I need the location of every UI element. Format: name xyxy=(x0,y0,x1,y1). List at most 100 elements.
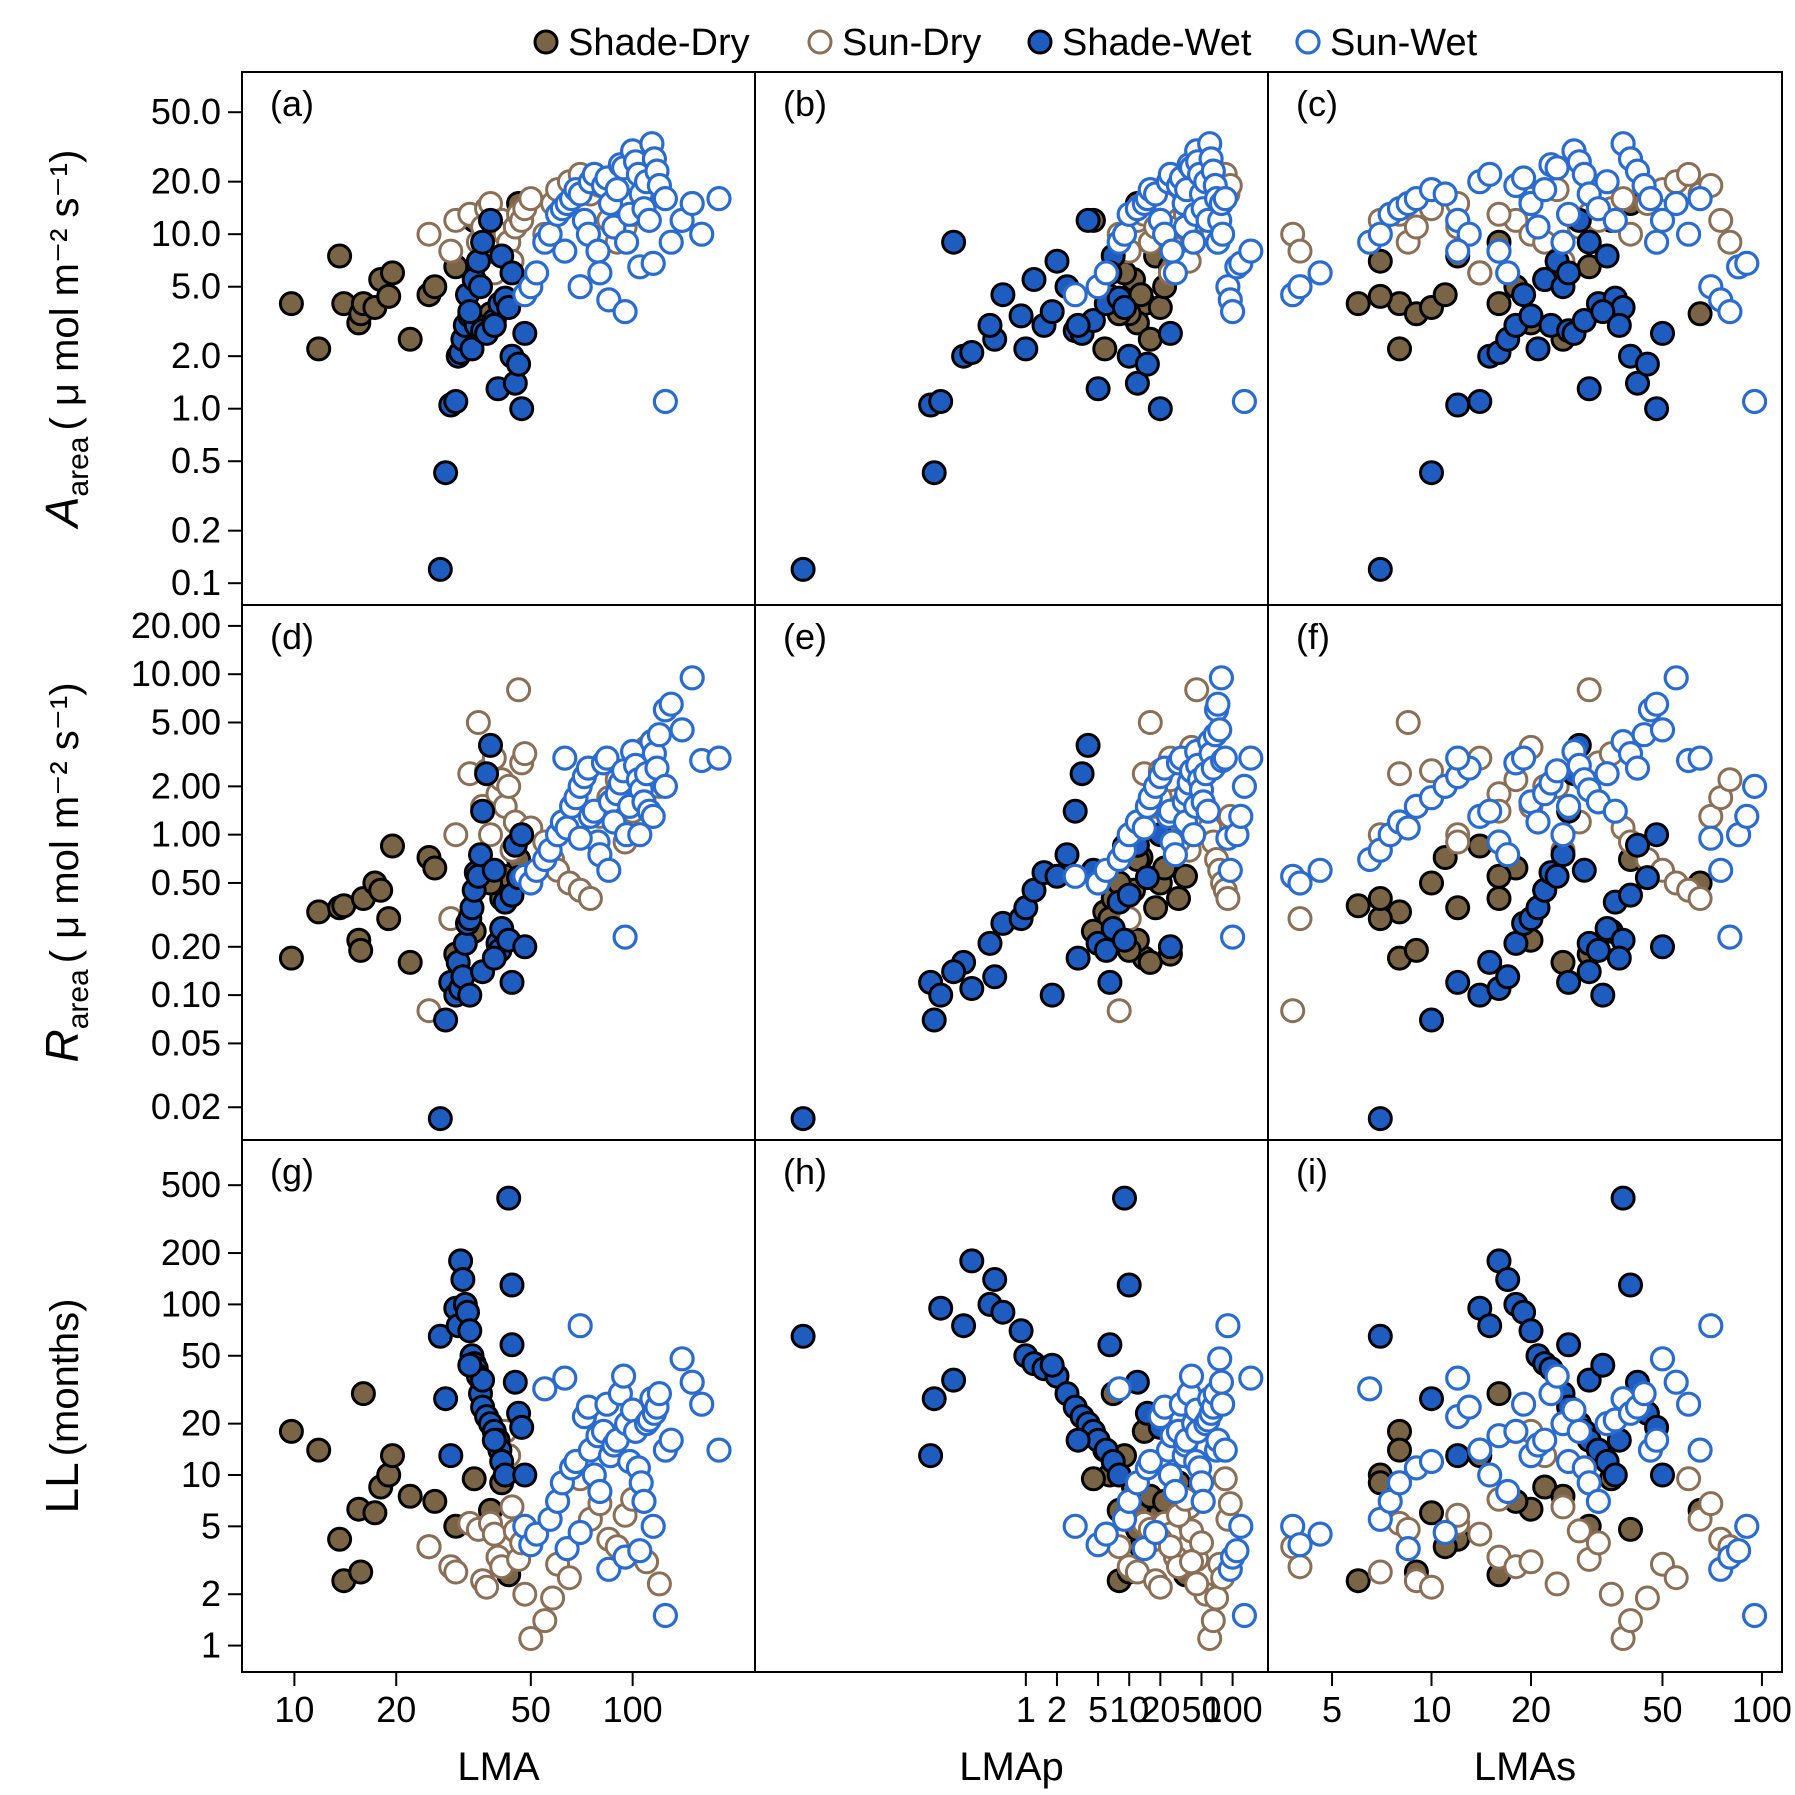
point-sun-wet xyxy=(658,229,684,255)
point-sun-wet xyxy=(1287,1532,1313,1558)
point-sun-wet xyxy=(1643,691,1670,717)
panel-label: (g) xyxy=(270,1151,314,1192)
legend-label: Shade-Wet xyxy=(1062,22,1252,64)
panel-points xyxy=(1280,1185,1768,1651)
x-axis-title: LMAp xyxy=(959,1745,1064,1789)
point-sun-wet xyxy=(1477,1462,1503,1488)
point-shade-dry xyxy=(1092,336,1118,362)
panel-label: (b) xyxy=(783,83,827,124)
point-sun-wet xyxy=(1217,857,1243,883)
point-shade-wet xyxy=(790,1323,816,1349)
point-sun-dry xyxy=(1486,201,1512,227)
y-axis-R: 0.02 0.05 0.10 0.20 0.50 1.00 2.00 5.00 10.00 20.… xyxy=(36,605,242,1127)
point-sun-dry xyxy=(1576,677,1602,703)
y-axis-title: Aarea ( μ mol m⁻² s⁻¹) xyxy=(36,150,95,531)
point-sun-dry xyxy=(1217,1491,1243,1517)
point-sun-wet xyxy=(1228,803,1254,830)
point-shade-dry xyxy=(1387,1437,1412,1463)
point-shade-wet xyxy=(1021,267,1047,292)
x-tick-label: 100 xyxy=(1732,1689,1792,1730)
point-sun-wet xyxy=(1212,186,1238,212)
point-shade-dry xyxy=(1345,1568,1371,1594)
panel-e: (e) xyxy=(754,604,1269,1141)
point-shade-wet xyxy=(438,1443,464,1469)
point-shade-wet xyxy=(509,822,535,848)
point-sun-dry xyxy=(474,1574,500,1600)
legend-item: Sun-Wet xyxy=(1295,22,1478,64)
point-sun-wet xyxy=(1594,761,1620,787)
panel-frame xyxy=(1267,71,1783,606)
point-sun-wet xyxy=(1477,798,1503,824)
point-sun-dry xyxy=(1287,906,1313,932)
point-shade-dry xyxy=(1486,886,1512,911)
point-shade-dry xyxy=(380,833,405,859)
panel-points xyxy=(278,665,732,1132)
point-shade-wet xyxy=(928,389,954,414)
point-shade-dry xyxy=(422,274,448,300)
point-shade-dry xyxy=(1618,1516,1643,1542)
point-sun-wet xyxy=(1062,1513,1088,1539)
y-tick-label: 50.0 xyxy=(151,91,221,132)
point-sun-wet xyxy=(1445,745,1471,771)
point-sun-dry xyxy=(646,1571,672,1597)
panel-label: (h) xyxy=(783,1151,827,1192)
point-shade-wet xyxy=(1477,949,1503,975)
point-sun-wet xyxy=(1734,1513,1760,1539)
panel-b: (b) xyxy=(754,71,1269,606)
legend-marker xyxy=(1027,29,1053,55)
point-shade-wet xyxy=(1065,945,1091,971)
y-tick-label: 10.0 xyxy=(151,213,221,254)
point-sun-wet xyxy=(679,190,705,217)
point-shade-dry xyxy=(1432,282,1458,308)
point-sun-wet xyxy=(1238,238,1264,264)
point-sun-wet xyxy=(1643,229,1670,255)
point-sun-wet xyxy=(669,717,695,743)
point-shade-dry xyxy=(327,1526,353,1552)
point-sun-wet xyxy=(1062,863,1088,889)
point-sun-dry xyxy=(1566,1518,1592,1544)
point-sun-wet xyxy=(567,1313,593,1339)
point-sun-dry xyxy=(1550,1494,1576,1520)
point-shade-wet xyxy=(496,295,522,320)
point-shade-wet xyxy=(1069,761,1095,787)
point-sun-wet xyxy=(594,745,620,771)
panel-points xyxy=(278,131,732,582)
point-sun-dry xyxy=(1184,677,1210,703)
panel-f: (f) xyxy=(1267,604,1783,1141)
point-sun-wet xyxy=(706,745,732,771)
point-sun-dry xyxy=(1184,1571,1210,1597)
point-shade-wet xyxy=(1650,934,1675,960)
point-sun-wet xyxy=(1162,260,1189,286)
point-sun-wet xyxy=(1432,1519,1458,1546)
point-shade-wet xyxy=(1590,299,1616,325)
point-shade-wet xyxy=(1065,1427,1091,1453)
panel-label: (c) xyxy=(1296,83,1338,124)
point-sun-dry xyxy=(1687,886,1713,911)
point-sun-wet xyxy=(1456,1394,1482,1420)
point-shade-dry xyxy=(1166,886,1191,911)
point-sun-dry xyxy=(416,221,442,247)
point-shade-wet xyxy=(506,351,532,377)
x-tick-label: 50 xyxy=(511,1689,551,1730)
point-sun-wet xyxy=(1467,1437,1493,1463)
point-sun-dry xyxy=(1676,161,1702,187)
y-axis-title-units: (months) xyxy=(43,1299,87,1457)
y-tick-label: 10.00 xyxy=(131,653,221,694)
point-shade-dry xyxy=(1419,1500,1444,1526)
legend-item: Shade-Wet xyxy=(1027,22,1252,64)
point-shade-dry xyxy=(1403,937,1429,963)
point-shade-wet xyxy=(928,982,954,1008)
y-tick-label: 0.10 xyxy=(151,974,221,1015)
point-sun-dry xyxy=(1179,1549,1204,1575)
panel-g: (g) xyxy=(241,1139,756,1673)
point-sun-dry xyxy=(1445,829,1471,855)
point-sun-wet xyxy=(1532,177,1558,203)
point-sun-wet xyxy=(610,1363,637,1389)
point-shade-wet xyxy=(457,1318,483,1344)
point-sun-dry xyxy=(1663,1565,1689,1591)
point-sun-wet xyxy=(640,1513,666,1539)
point-shade-wet xyxy=(1054,842,1080,868)
point-shade-wet xyxy=(496,1185,522,1211)
point-shade-wet xyxy=(990,282,1016,308)
point-sun-dry xyxy=(1212,1466,1238,1492)
